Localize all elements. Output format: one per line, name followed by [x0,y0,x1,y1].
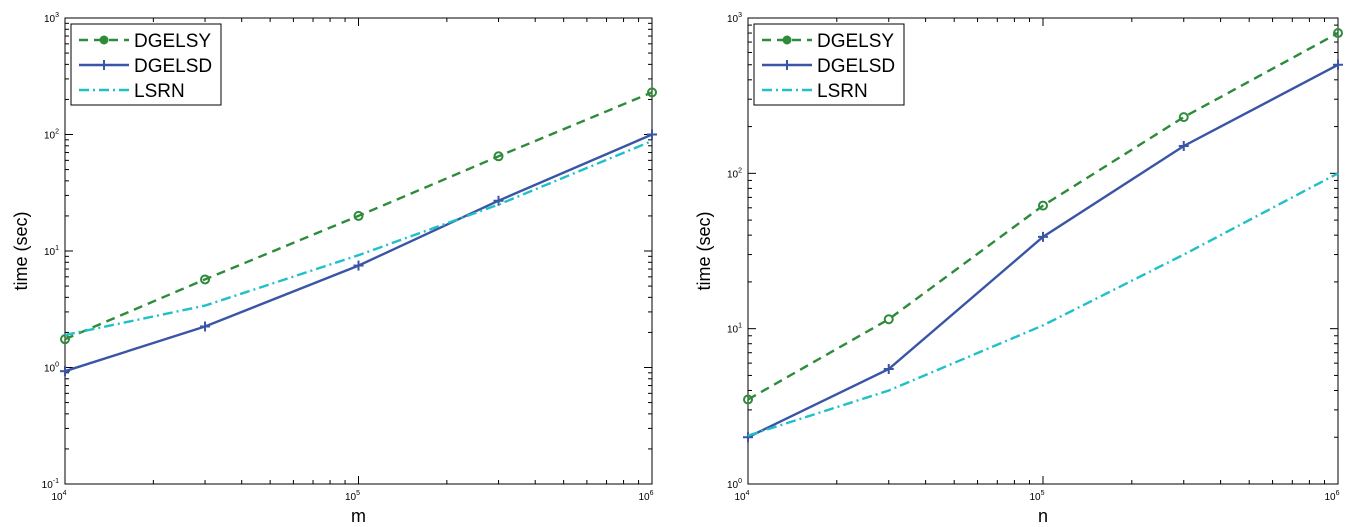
y-tick-label: 100 [44,362,59,375]
x-tick-exponent: 5 [1041,490,1045,497]
x-tick-label: 105 [345,490,360,503]
y-tick-exponent: 3 [738,12,742,19]
legend-label: LSRN [817,81,868,102]
y-tick-label: 101 [727,323,742,336]
x-tick-label: 104 [51,490,66,503]
series-line-dgelsy [747,32,1339,401]
x-tick-exponent: 4 [746,490,750,497]
series-dgelsd [743,59,1343,443]
x-tick-base: 10 [1324,492,1336,503]
data-point-marker [1038,231,1048,242]
y-tick-base: 10 [42,480,54,491]
series-dgelsy [743,28,1343,405]
data-point-marker [353,260,364,271]
legend-label: DGELSY [134,31,211,52]
data-point-marker [1178,140,1189,151]
y-tick-base: 10 [727,480,739,491]
data-point-marker [1333,59,1343,70]
y-tick-base: 10 [727,14,739,25]
y-tick-label: 103 [44,12,59,25]
minor-ticks [65,18,652,484]
x-tick-label: 104 [734,490,749,503]
x-axis-label: m [351,506,366,526]
y-tick-base: 10 [44,14,56,25]
series-lsrn [64,139,653,337]
series-line-lsrn [747,172,1339,437]
data-point-marker [493,151,504,162]
y-tick-label: 102 [44,129,59,142]
legend: DGELSY DGELSD LSRN [70,23,222,106]
series-line-dgelsd [64,133,653,373]
y-tick-base: 10 [44,364,56,375]
x-tick-label: 106 [1324,490,1339,503]
x-tick-base: 10 [1029,492,1041,503]
data-point-marker [743,432,753,443]
data-point-marker [493,195,504,206]
y-tick-base: 10 [727,325,739,336]
data-point-marker [1333,28,1343,39]
series-line-lsrn [64,139,653,337]
series-dgelsd [60,129,657,377]
legend-label: DGELSD [134,56,212,77]
y-tick-exponent: 3 [55,12,59,19]
y-tick-exponent: 1 [738,323,742,330]
data-point-marker [60,334,70,345]
y-axis-label: time (sec) [694,211,714,290]
series-lsrn [747,172,1339,437]
data-point-marker [1178,112,1189,123]
x-tick-exponent: 6 [1336,490,1340,497]
y-tick-exponent: 0 [738,478,742,485]
x-tick-base: 10 [638,492,650,503]
y-tick-exponent: -1 [53,478,59,485]
y-tick-label: 102 [727,167,742,180]
data-point-marker [883,314,894,325]
y-tick-label: 103 [727,12,742,25]
series-line-dgelsy [64,91,653,341]
legend-marker [782,35,792,45]
data-point-marker [647,129,657,140]
data-point-marker [200,274,211,285]
y-tick-base: 10 [727,169,739,180]
legend-label: DGELSY [817,31,894,52]
x-tick-base: 10 [734,492,746,503]
legend-marker [99,35,109,45]
y-tick-base: 10 [44,131,56,142]
legend: DGELSY DGELSD LSRN [753,23,905,106]
y-tick-label: 101 [44,245,59,258]
x-tick-label: 105 [1029,490,1044,503]
y-tick-exponent: 1 [55,245,59,252]
data-point-marker [1038,200,1048,211]
y-tick-label: 100 [727,478,742,491]
x-tick-label: 106 [638,490,653,503]
series-dgelsy [60,87,657,345]
data-point-marker [743,394,753,405]
x-tick-base: 10 [51,492,63,503]
legend-label: LSRN [134,81,185,102]
y-tick-base: 10 [44,247,56,258]
x-axis-label: n [1038,506,1048,526]
x-tick-exponent: 4 [63,490,67,497]
data-point-marker [883,363,894,374]
x-tick-exponent: 6 [650,490,654,497]
y-tick-exponent: 0 [55,362,59,369]
data-point-marker [60,366,70,377]
x-tick-exponent: 5 [356,490,360,497]
y-tick-exponent: 2 [55,129,59,136]
minor-ticks [748,18,1338,484]
series-line-dgelsd [747,63,1339,439]
y-axis-label: time (sec) [11,211,31,290]
x-tick-base: 10 [345,492,357,503]
y-tick-exponent: 2 [738,167,742,174]
legend-label: DGELSD [817,56,895,77]
data-point-marker [353,210,364,221]
y-tick-label: 10-1 [42,478,59,491]
data-point-marker [647,87,657,98]
data-point-marker [200,321,211,332]
